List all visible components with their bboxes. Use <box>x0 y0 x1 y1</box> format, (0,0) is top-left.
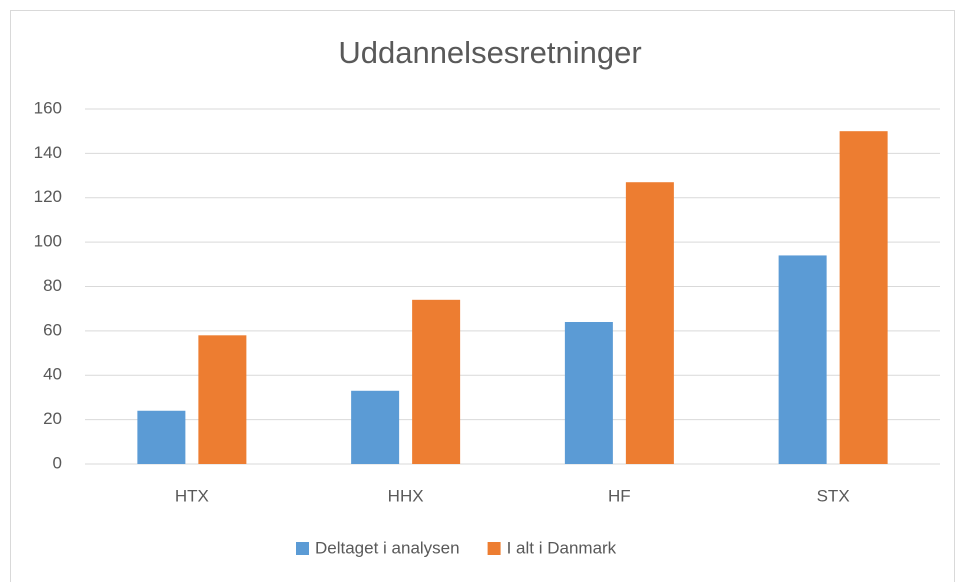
y-tick-label: 100 <box>34 232 62 251</box>
x-tick-label: HHX <box>388 486 424 505</box>
y-tick-label: 120 <box>34 187 62 206</box>
bar <box>351 390 400 464</box>
bar <box>778 255 827 464</box>
x-tick-label: HF <box>608 486 631 505</box>
bar <box>412 299 461 464</box>
chart-title: Uddannelsesretninger <box>338 35 641 70</box>
x-tick-label: HTX <box>175 486 209 505</box>
y-tick-label: 80 <box>43 276 62 295</box>
bar <box>625 182 674 464</box>
y-tick-label: 140 <box>34 143 62 162</box>
bar <box>839 131 888 464</box>
x-tick-label: STX <box>817 486 850 505</box>
legend-swatch <box>296 542 309 555</box>
y-tick-label: 60 <box>43 320 62 339</box>
y-tick-label: 20 <box>43 409 62 428</box>
bar <box>137 410 186 464</box>
legend-swatch <box>487 542 501 555</box>
y-tick-label: 0 <box>53 453 62 472</box>
legend-label: Deltaget i analysen <box>315 538 460 557</box>
y-tick-label: 160 <box>34 98 62 117</box>
y-tick-label: 40 <box>43 365 62 384</box>
bar <box>198 335 247 464</box>
bar <box>564 322 613 464</box>
legend-label: I alt i Danmark <box>507 538 617 557</box>
